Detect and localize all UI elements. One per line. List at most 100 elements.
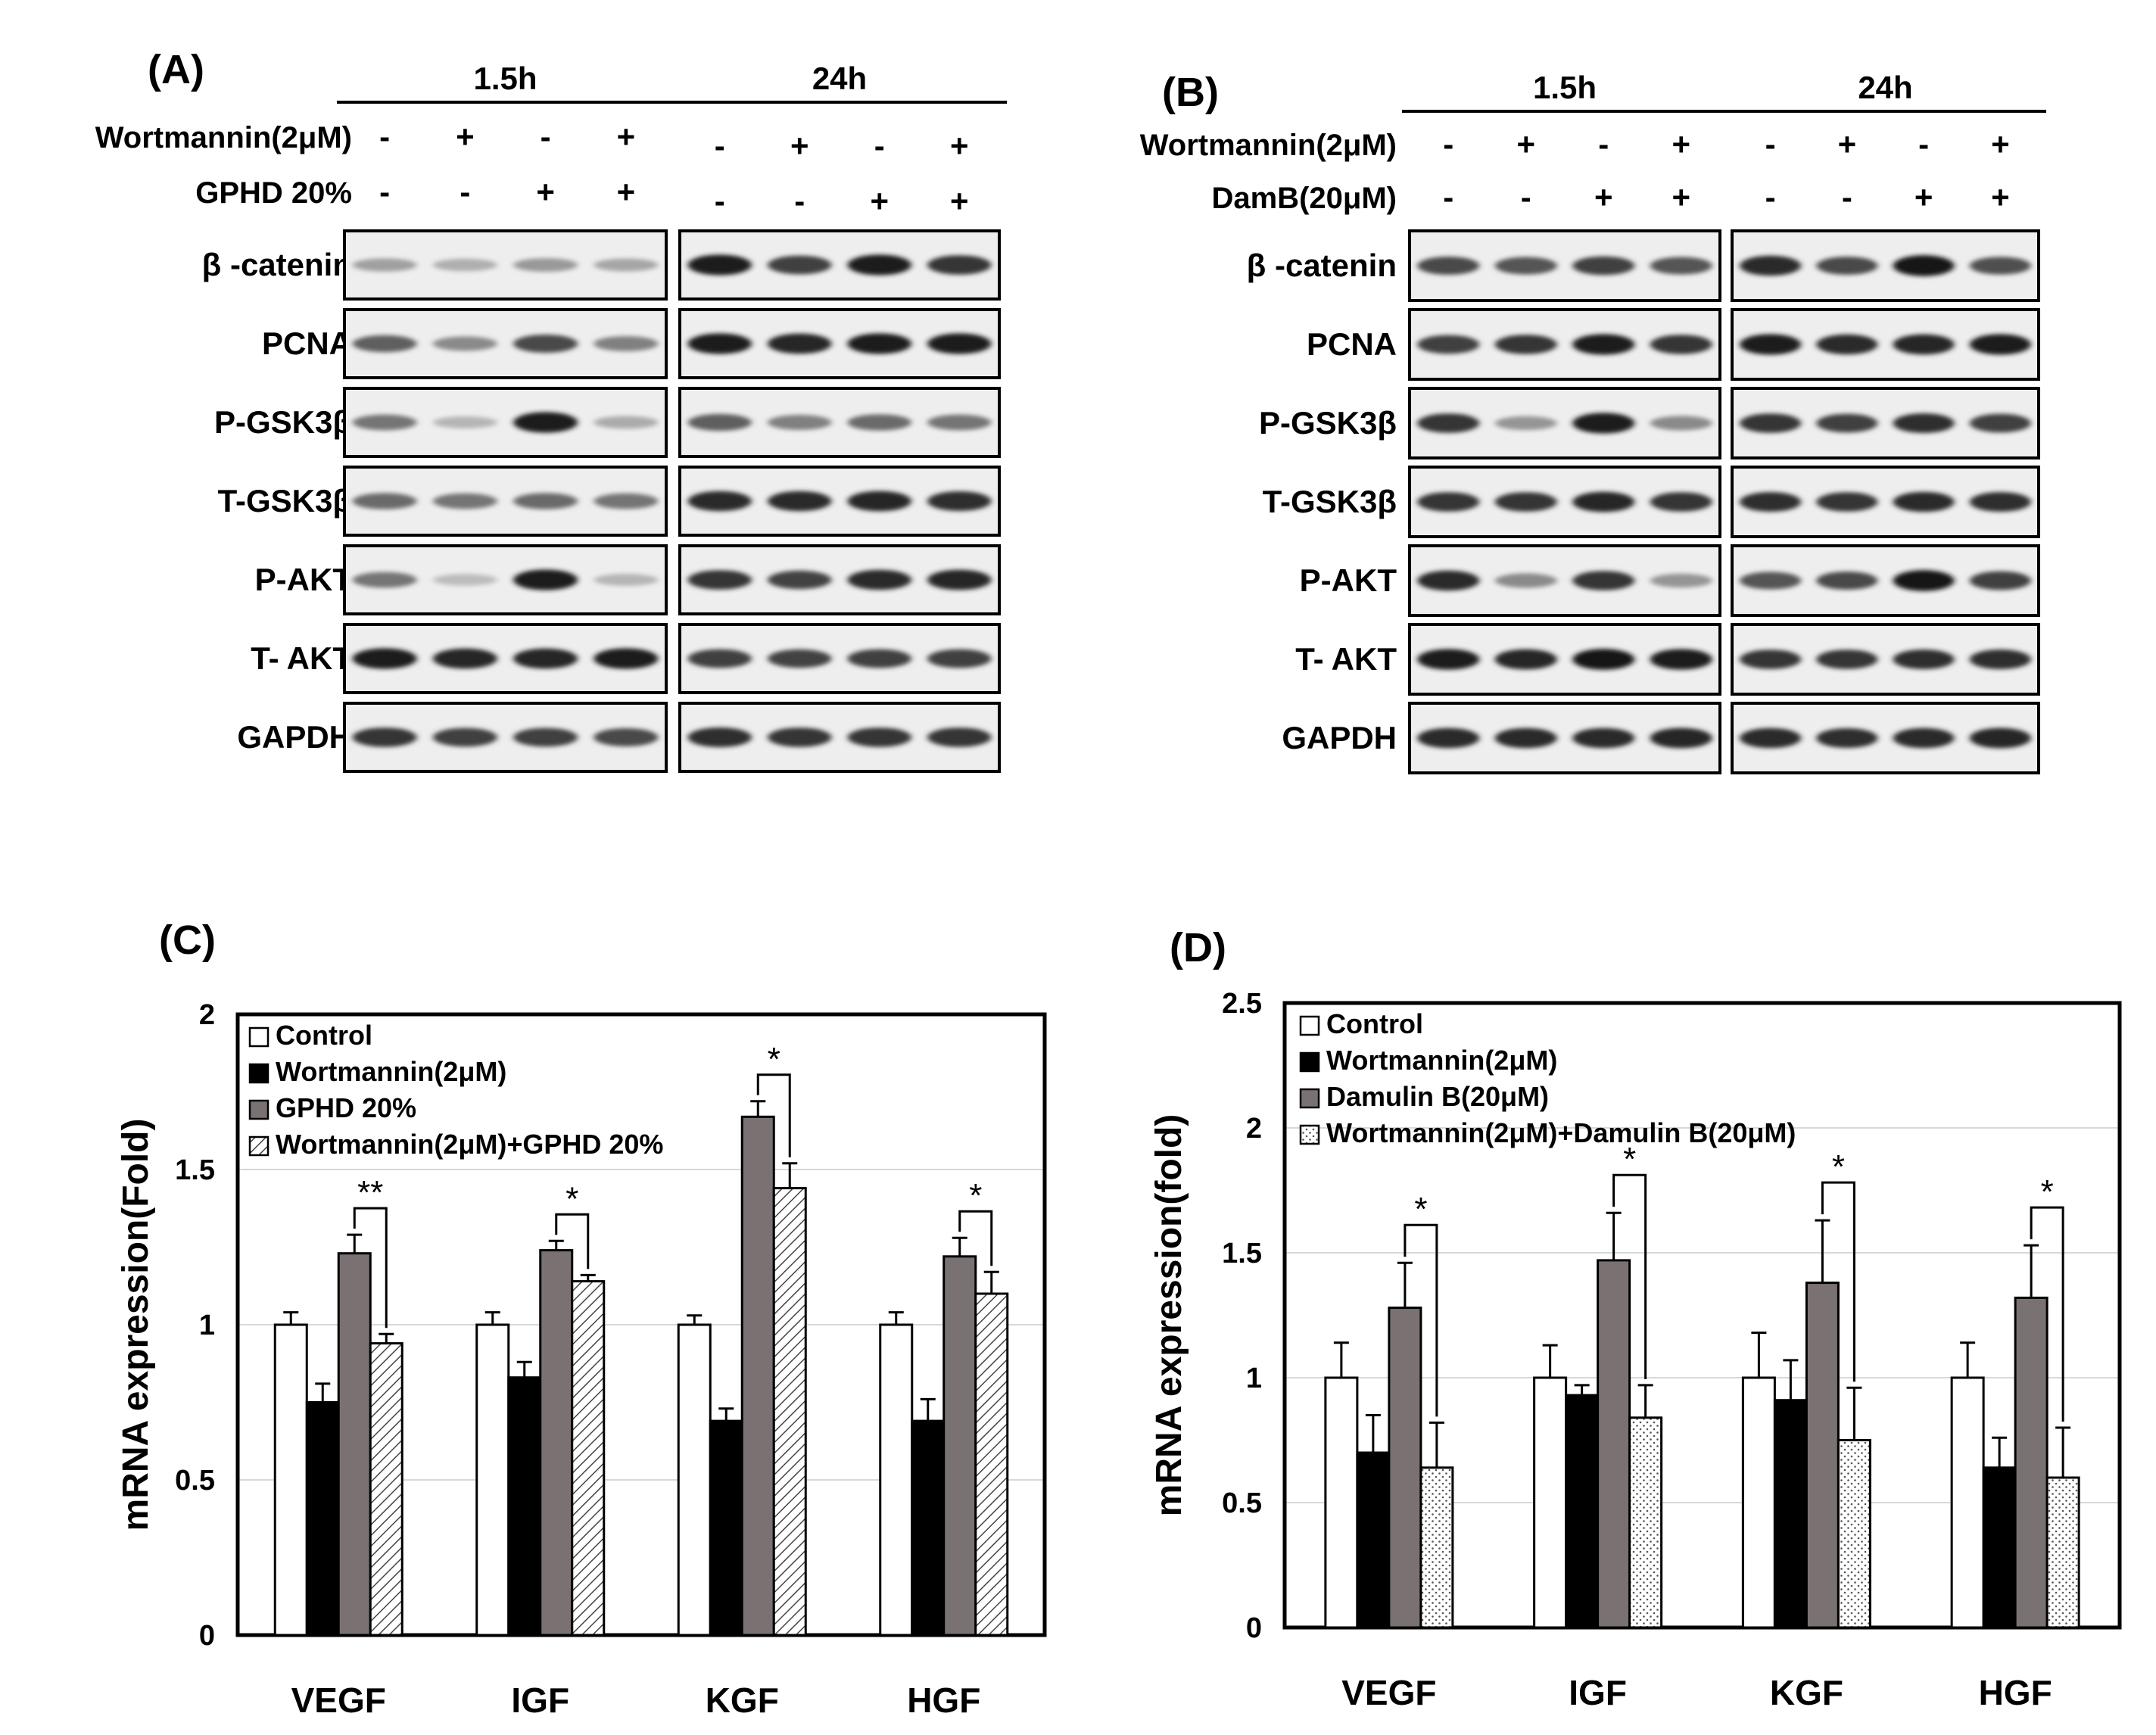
blot-band	[1816, 649, 1878, 669]
lane-sign: +	[536, 174, 555, 210]
blot-band	[1572, 256, 1635, 276]
blot-band	[1494, 257, 1557, 275]
lane-sign: -	[1443, 126, 1453, 162]
significance-bracket	[958, 1210, 993, 1266]
x-category-label: HGF	[1979, 1673, 2052, 1712]
blot-band	[768, 255, 832, 275]
blot-band	[1417, 335, 1480, 354]
blot-band	[432, 493, 497, 509]
blot-band	[1969, 491, 2031, 512]
lane-sign: -	[1918, 126, 1929, 162]
legend-label: Control	[276, 1020, 372, 1051]
blot-band	[1740, 649, 1802, 669]
blot-band	[687, 413, 752, 431]
significance-bracket	[1612, 1173, 1647, 1379]
lane-sign: -	[379, 174, 390, 210]
bar-chart-d: 0 0.5 1 1.5 2 2.5 mRNA expression(fold) VEGF * IG…	[1149, 988, 2122, 1712]
blot-band	[1816, 492, 1878, 512]
blot-band	[1816, 413, 1878, 433]
blot-band	[768, 491, 832, 512]
blot-band	[768, 649, 832, 668]
y-tick-label: 0.5	[1222, 1487, 1262, 1519]
bar	[1324, 1376, 1359, 1629]
blot-row-label: P-AKT	[1300, 562, 1397, 598]
blot-row-label: PCNA	[262, 326, 352, 361]
bar	[305, 1401, 340, 1637]
lane-sign: +	[1991, 126, 2010, 162]
blot-band	[1893, 649, 1955, 670]
blot-band	[1494, 649, 1557, 670]
blot-band	[1816, 727, 1878, 749]
bar	[539, 1249, 574, 1637]
bar	[337, 1252, 372, 1637]
blot-band	[1650, 416, 1712, 431]
blot-band	[687, 491, 752, 512]
lane-sign: -	[1598, 126, 1609, 162]
lane-sign: -	[1765, 126, 1776, 162]
significance-bracket	[353, 1207, 388, 1329]
lane-sign: +	[790, 128, 809, 164]
bar	[1950, 1376, 1985, 1629]
blot-band	[1650, 257, 1712, 275]
lane-sign: +	[1516, 126, 1535, 162]
bar	[1982, 1466, 2017, 1629]
legend-swatch	[248, 1063, 270, 1084]
significance-label: *	[1832, 1148, 1845, 1185]
x-category-label: KGF	[706, 1680, 779, 1720]
bar	[1356, 1451, 1391, 1629]
bar	[1741, 1376, 1776, 1629]
lane-sign: -	[1443, 179, 1453, 215]
blot-band	[432, 648, 497, 669]
bar	[1628, 1416, 1663, 1629]
blot-band	[352, 572, 417, 588]
y-tick-label: 1.5	[175, 1154, 215, 1186]
blot-band	[1893, 255, 1955, 276]
blot-band	[1572, 571, 1635, 590]
x-category-label: VEGF	[1341, 1673, 1436, 1712]
blot-band	[1893, 334, 1955, 355]
y-tick-label: 1.5	[1222, 1238, 1262, 1269]
lane-sign: -	[1842, 179, 1852, 215]
blot-band	[432, 416, 497, 428]
blot-band	[1417, 492, 1480, 512]
bar	[1388, 1307, 1422, 1629]
lane-sign: -	[379, 119, 390, 154]
blot-row-label: GAPDH	[1282, 720, 1397, 755]
x-category-label: HGF	[907, 1680, 980, 1720]
blot-band	[1650, 649, 1712, 670]
blot-band	[352, 493, 417, 509]
y-tick-label: 0	[1246, 1612, 1262, 1644]
western-blot-b: 1.5h 24h Wortmannin(2μM) - + - + - + - + DamB(20μM)…	[1140, 70, 2046, 774]
blot-band	[687, 727, 752, 748]
condition-label: Wortmannin(2μM)	[95, 121, 352, 154]
bar	[974, 1292, 1009, 1637]
blot-band	[594, 574, 659, 586]
condition-label: DamB(20μM)	[1211, 182, 1397, 215]
blot-band	[352, 414, 417, 431]
bar	[772, 1187, 807, 1637]
y-tick-label: 0.5	[175, 1465, 215, 1497]
bar	[1837, 1439, 1871, 1629]
significance-label: **	[357, 1174, 383, 1211]
lane-sign: -	[874, 128, 885, 164]
blot-band	[1816, 257, 1878, 275]
bar	[879, 1323, 914, 1637]
blot-row-label: P-GSK3β	[214, 404, 352, 440]
panel-label-b: (B)	[1162, 70, 1219, 115]
blot-band	[927, 649, 992, 668]
blot-row-label: T-GSK3β	[1263, 484, 1397, 519]
blot-band	[513, 648, 578, 669]
lane-sign: -	[1765, 179, 1776, 215]
bar	[273, 1323, 308, 1637]
time-group-label: 1.5h	[473, 61, 537, 96]
blot-band	[1969, 334, 2031, 355]
legend-swatch	[1299, 1051, 1320, 1073]
blot-box	[1408, 544, 1721, 617]
blot-band	[1816, 334, 1878, 355]
blot-band	[1572, 491, 1635, 512]
legend-label: Wortmannin(2μM)+GPHD 20%	[276, 1129, 663, 1160]
bar	[709, 1419, 743, 1637]
blot-band	[847, 414, 911, 431]
